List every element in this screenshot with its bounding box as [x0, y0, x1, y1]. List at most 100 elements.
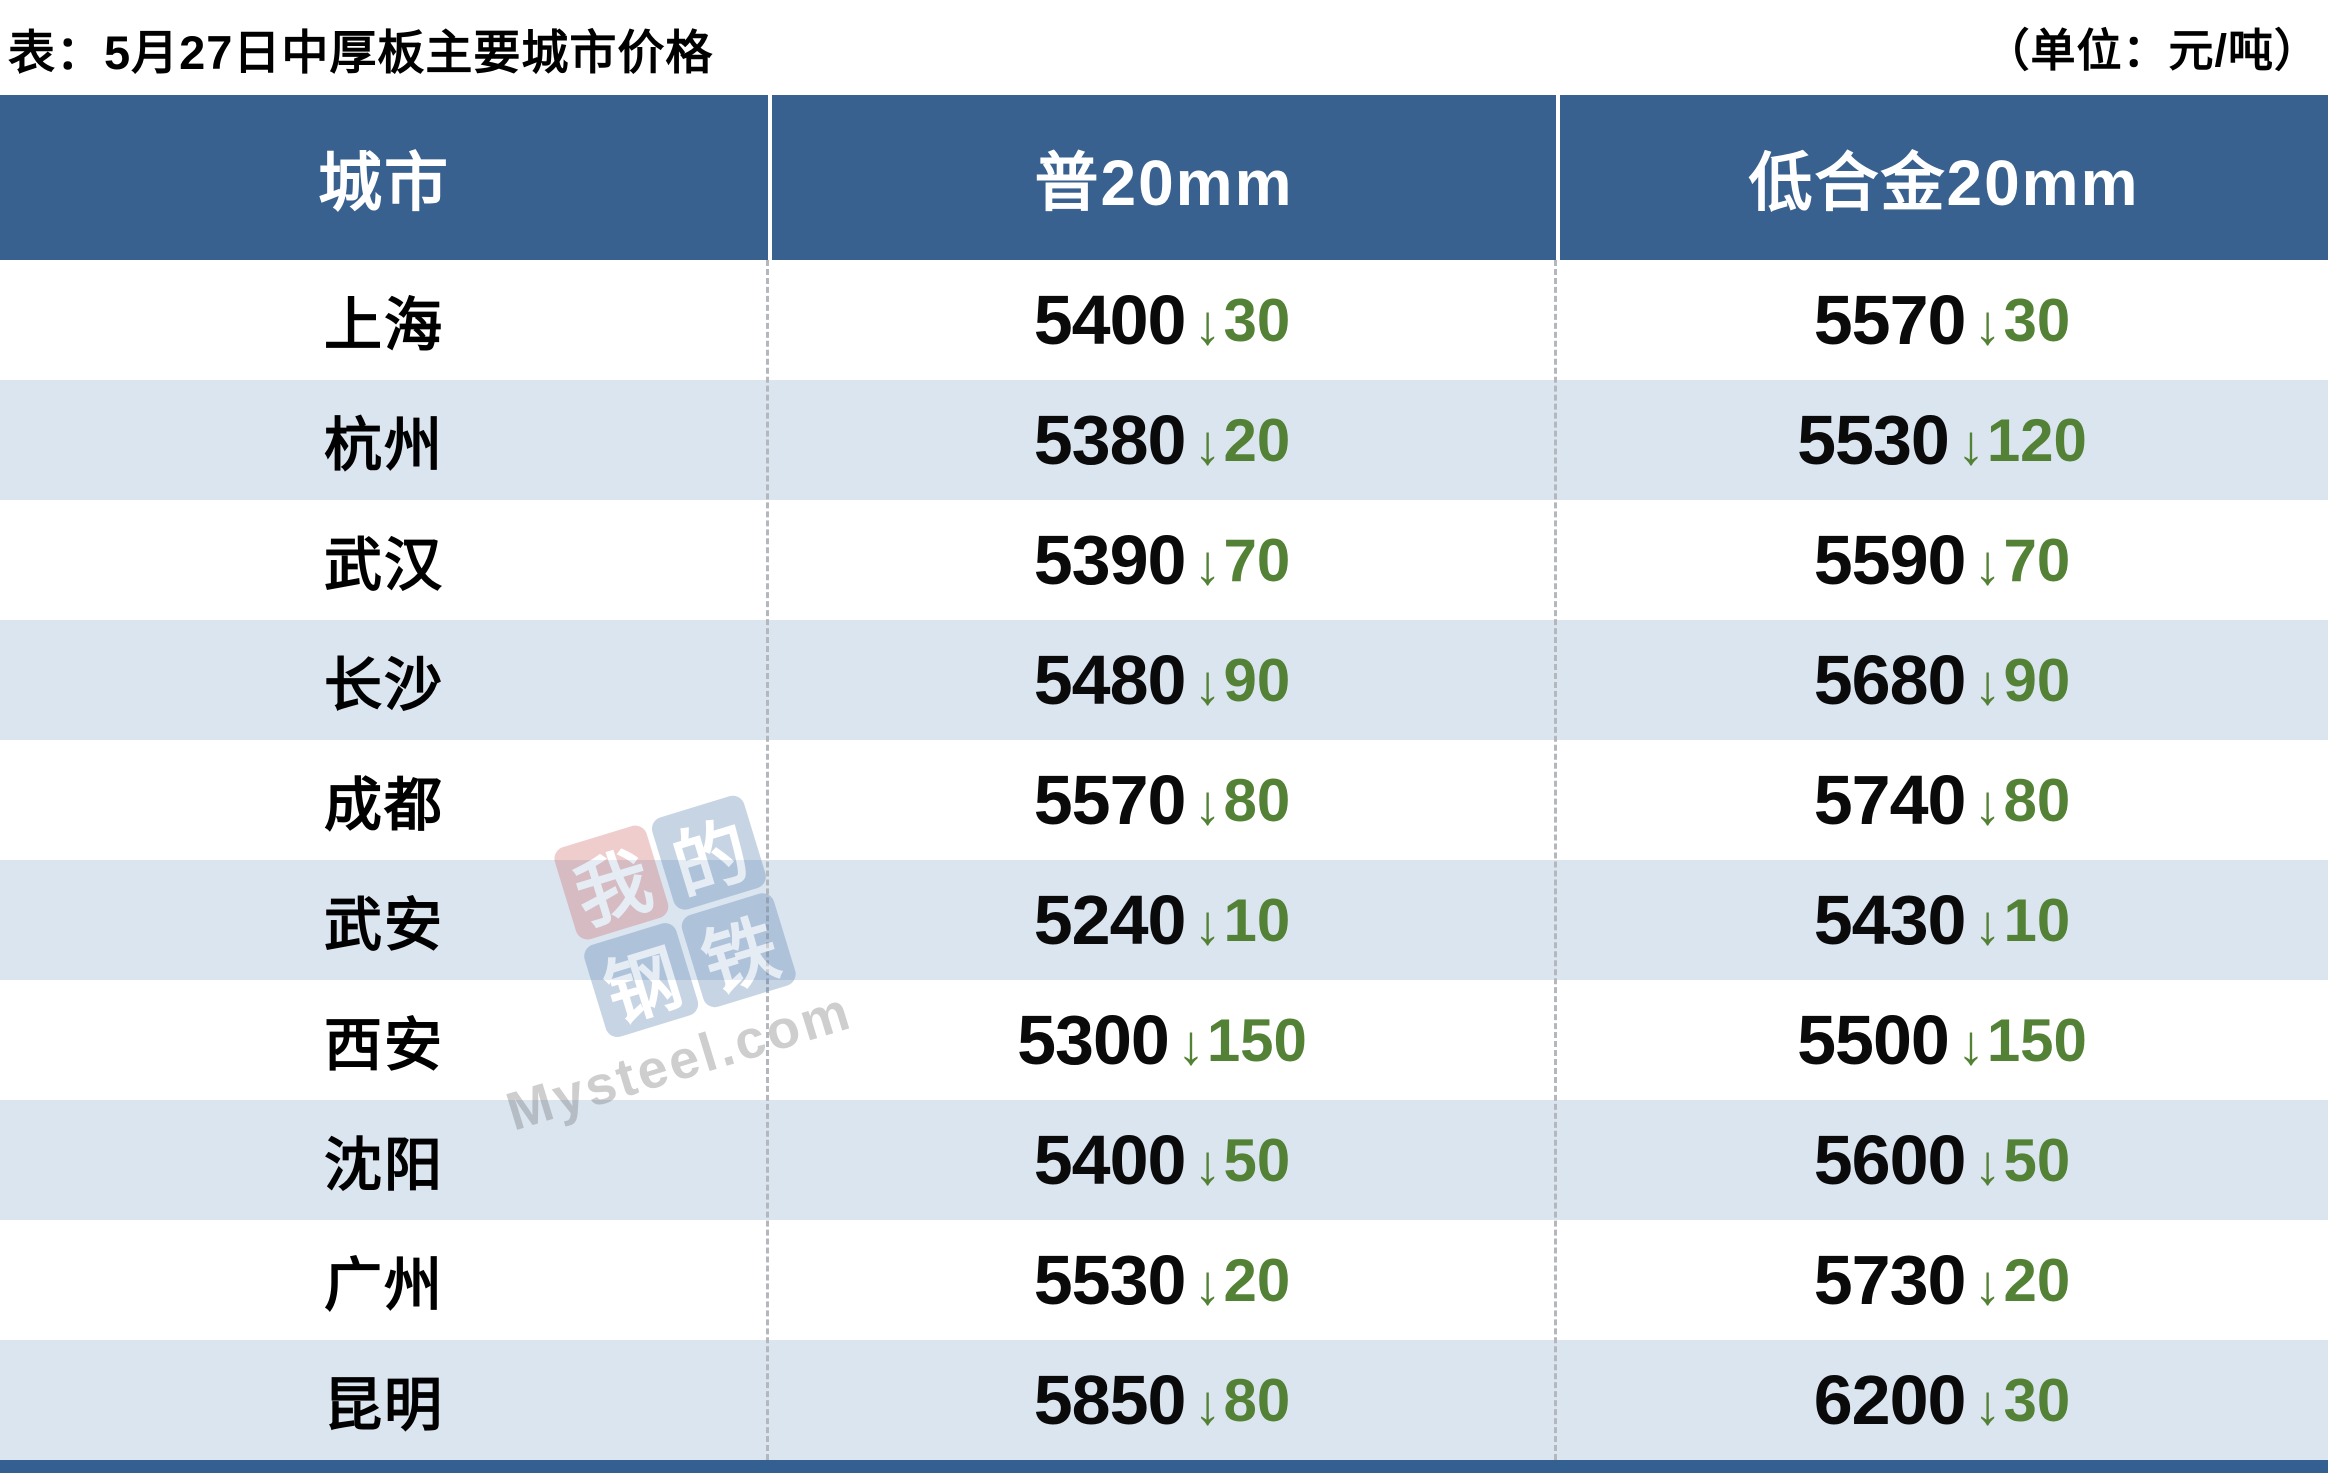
city-cell: 武汉 — [323, 533, 444, 598]
price-change: 150 — [1206, 1006, 1307, 1074]
price-value: 5430 — [1813, 881, 1967, 959]
p20-price-cell: 5240 ↓ 10 — [768, 860, 1556, 980]
down-arrow-icon: ↓ — [1973, 892, 2002, 956]
city-cell: 长沙 — [323, 653, 444, 718]
down-arrow-icon: ↓ — [1193, 772, 1222, 836]
down-arrow-icon: ↓ — [1973, 292, 2002, 356]
price-change: 120 — [1986, 406, 2087, 474]
p20-price-cell: 5570 ↓ 80 — [768, 740, 1556, 860]
price-value: 5590 — [1813, 521, 1967, 599]
table-bottom-border — [0, 1460, 2328, 1473]
price-change: 30 — [1223, 286, 1291, 354]
down-arrow-icon: ↓ — [1973, 1132, 2002, 1196]
down-arrow-icon: ↓ — [1973, 772, 2002, 836]
table-row: 上海 5400 ↓ 30 5570 ↓ 30 — [0, 260, 2328, 380]
price-change: 50 — [1223, 1126, 1291, 1194]
alloy-price-cell: 6200 ↓ 30 — [1556, 1340, 2328, 1460]
city-cell: 成都 — [323, 773, 444, 838]
city-cell: 昆明 — [323, 1373, 444, 1438]
down-arrow-icon: ↓ — [1973, 1252, 2002, 1316]
price-change: 150 — [1986, 1006, 2087, 1074]
city-cell: 杭州 — [323, 413, 444, 478]
down-arrow-icon: ↓ — [1193, 652, 1222, 716]
p20-price-cell: 5400 ↓ 50 — [768, 1100, 1556, 1220]
p20-price-cell: 5400 ↓ 30 — [768, 260, 1556, 380]
price-change: 70 — [1223, 526, 1291, 594]
price-value: 5730 — [1813, 1241, 1967, 1319]
price-change: 90 — [2003, 646, 2071, 714]
down-arrow-icon: ↓ — [1193, 1372, 1222, 1436]
price-change: 20 — [1223, 406, 1291, 474]
city-cell: 沈阳 — [323, 1133, 444, 1198]
table-row: 武汉 5390 ↓ 70 5590 ↓ 70 — [0, 500, 2328, 620]
down-arrow-icon: ↓ — [1193, 1252, 1222, 1316]
price-value: 5300 — [1017, 1001, 1170, 1079]
p20-price-cell: 5480 ↓ 90 — [768, 620, 1556, 740]
price-change: 70 — [2003, 526, 2071, 594]
table-row: 沈阳 5400 ↓ 50 5600 ↓ 50 — [0, 1100, 2328, 1220]
down-arrow-icon: ↓ — [1193, 412, 1222, 476]
city-cell: 西安 — [323, 1013, 444, 1078]
price-value: 5570 — [1813, 281, 1967, 359]
unit-label: （单位：元/吨） — [1984, 25, 2320, 76]
alloy-price-cell: 5430 ↓ 10 — [1556, 860, 2328, 980]
city-cell: 广州 — [323, 1253, 444, 1318]
p20-price-cell: 5390 ↓ 70 — [768, 500, 1556, 620]
table-row: 杭州 5380 ↓ 20 5530 ↓ 120 — [0, 380, 2328, 500]
down-arrow-icon: ↓ — [1956, 412, 1985, 476]
price-value: 5390 — [1033, 521, 1187, 599]
p20-price-cell: 5380 ↓ 20 — [768, 380, 1556, 500]
price-value: 6200 — [1813, 1361, 1967, 1439]
table-row: 长沙 5480 ↓ 90 5680 ↓ 90 — [0, 620, 2328, 740]
alloy-price-cell: 5730 ↓ 20 — [1556, 1220, 2328, 1340]
price-change: 10 — [2003, 886, 2071, 954]
table-body: 上海 5400 ↓ 30 5570 ↓ 30 杭州 5380 ↓ 20 5530 ↓ 120 武… — [0, 260, 2328, 1460]
price-change: 80 — [2003, 766, 2071, 834]
price-value: 5400 — [1033, 281, 1187, 359]
price-change: 20 — [1223, 1246, 1291, 1314]
table-row: 成都 5570 ↓ 80 5740 ↓ 80 — [0, 740, 2328, 860]
price-value: 5480 — [1033, 641, 1187, 719]
price-change: 90 — [1223, 646, 1291, 714]
alloy-price-cell: 5590 ↓ 70 — [1556, 500, 2328, 620]
price-change: 30 — [2003, 1366, 2071, 1434]
price-value: 5500 — [1797, 1001, 1950, 1079]
price-value: 5400 — [1033, 1121, 1187, 1199]
price-value: 5530 — [1033, 1241, 1187, 1319]
price-value: 5600 — [1813, 1121, 1967, 1199]
down-arrow-icon: ↓ — [1193, 892, 1222, 956]
down-arrow-icon: ↓ — [1193, 532, 1222, 596]
column-divider — [1554, 260, 1557, 1460]
column-divider — [766, 260, 769, 1460]
price-value: 5530 — [1797, 401, 1950, 479]
down-arrow-icon: ↓ — [1973, 652, 2002, 716]
price-value: 5570 — [1033, 761, 1187, 839]
city-cell: 武安 — [323, 893, 444, 958]
alloy-price-cell: 5530 ↓ 120 — [1556, 380, 2328, 500]
down-arrow-icon: ↓ — [1973, 532, 2002, 596]
price-change: 20 — [2003, 1246, 2071, 1314]
price-value: 5380 — [1033, 401, 1187, 479]
price-change: 80 — [1223, 766, 1291, 834]
title-bar: 表：5月27日中厚板主要城市价格 （单位：元/吨） — [0, 0, 2328, 95]
p20-price-cell: 5300 ↓ 150 — [768, 980, 1556, 1100]
header-alloy20mm: 低合金20mm — [1556, 95, 2328, 260]
alloy-price-cell: 5570 ↓ 30 — [1556, 260, 2328, 380]
table-row: 武安 5240 ↓ 10 5430 ↓ 10 — [0, 860, 2328, 980]
alloy-price-cell: 5740 ↓ 80 — [1556, 740, 2328, 860]
p20-price-cell: 5850 ↓ 80 — [768, 1340, 1556, 1460]
alloy-price-cell: 5600 ↓ 50 — [1556, 1100, 2328, 1220]
price-change: 10 — [1223, 886, 1291, 954]
header-p20mm: 普20mm — [768, 95, 1556, 260]
price-change: 80 — [1223, 1366, 1291, 1434]
table-row: 昆明 5850 ↓ 80 6200 ↓ 30 — [0, 1340, 2328, 1460]
down-arrow-icon: ↓ — [1973, 1372, 2002, 1436]
table-row: 广州 5530 ↓ 20 5730 ↓ 20 — [0, 1220, 2328, 1340]
down-arrow-icon: ↓ — [1956, 1012, 1985, 1076]
alloy-price-cell: 5500 ↓ 150 — [1556, 980, 2328, 1100]
price-change: 30 — [2003, 286, 2071, 354]
page-title: 表：5月27日中厚板主要城市价格 — [8, 26, 714, 79]
price-value: 5240 — [1033, 881, 1187, 959]
price-change: 50 — [2003, 1126, 2071, 1194]
